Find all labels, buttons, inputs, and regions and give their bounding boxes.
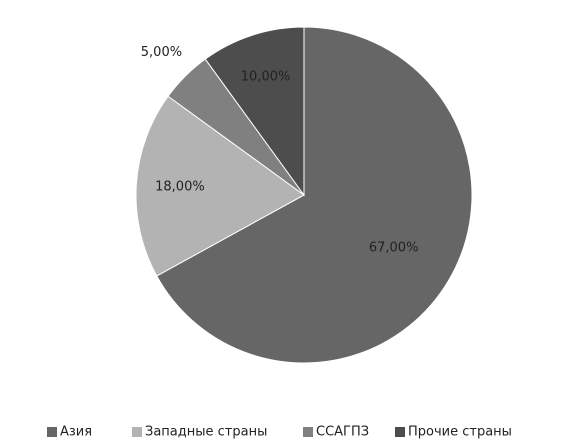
pie-slice xyxy=(204,26,305,197)
legend-swatch xyxy=(132,427,142,437)
data-label: 67,00% xyxy=(369,241,419,256)
pie-slice xyxy=(135,95,305,277)
legend-label: Прочие страны xyxy=(408,425,512,440)
pie-slice xyxy=(156,26,473,364)
legend-swatch xyxy=(303,427,313,437)
data-label: 5,00% xyxy=(141,45,182,60)
legend-label: Западные страны xyxy=(145,425,267,440)
data-label: 18,00% xyxy=(155,180,205,195)
legend-swatch xyxy=(395,427,405,437)
legend-label: Азия xyxy=(60,425,92,440)
legend-swatch xyxy=(47,427,57,437)
legend-label: ССАГПЗ xyxy=(316,425,369,440)
data-label: 10,00% xyxy=(241,69,291,84)
